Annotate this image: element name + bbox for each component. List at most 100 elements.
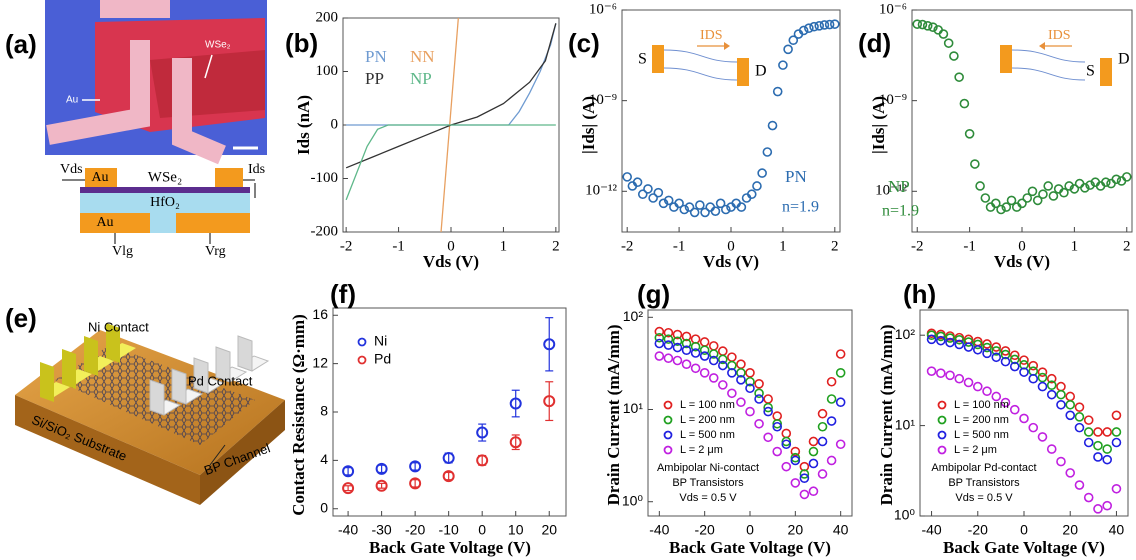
legend-label: L = 500 nm: [680, 429, 735, 441]
point: [1009, 361, 1020, 372]
inset-label: S: [1086, 63, 1095, 80]
point: [1065, 391, 1076, 402]
point: [1000, 346, 1011, 356]
x-tick-label: -1: [963, 238, 976, 254]
point: [1093, 504, 1103, 514]
point: [817, 469, 828, 479]
point: [982, 342, 992, 353]
legend-label: PP: [365, 69, 384, 88]
point: [972, 344, 983, 355]
error-bar: [377, 482, 386, 489]
point: [684, 202, 695, 212]
point: [763, 402, 773, 413]
point: [690, 348, 701, 358]
point: [817, 408, 828, 419]
point: [799, 489, 810, 500]
x-tick-label: 0: [1020, 522, 1028, 538]
point: [672, 342, 683, 353]
point: [708, 355, 719, 366]
point: [945, 337, 955, 348]
x-tick-label: 0: [447, 238, 455, 254]
legend-label: NP: [410, 69, 432, 88]
point: [964, 128, 975, 139]
point: [700, 207, 710, 218]
pointer: [209, 444, 226, 466]
legend-marker: [663, 400, 673, 410]
point: [1009, 404, 1020, 415]
x-tick-label: 1: [779, 238, 787, 254]
point: [717, 354, 728, 365]
point: [1056, 389, 1066, 400]
point: [804, 23, 814, 33]
point: [509, 397, 522, 410]
point: [622, 172, 632, 182]
error-bar: [545, 317, 554, 372]
x-axis-label: Back Gate Voltage (V): [369, 538, 531, 557]
au-top-left: [85, 168, 117, 188]
point: [1065, 410, 1076, 421]
point: [808, 458, 819, 469]
y-tick-label: 10²: [623, 308, 644, 324]
x-tick-label: -20: [405, 522, 425, 538]
x-tick-label: 2: [831, 238, 839, 254]
point: [1000, 349, 1011, 360]
photo-electrode: [172, 58, 226, 165]
x-tick-label: 0: [478, 522, 486, 538]
point: [1102, 500, 1112, 511]
x-tick-label: -2: [911, 238, 924, 254]
y-tick-label: 16: [312, 306, 328, 322]
point: [672, 355, 683, 366]
point: [710, 206, 721, 216]
point: [663, 327, 674, 338]
x-tick-label: 20: [788, 522, 804, 538]
point: [1121, 172, 1132, 182]
point: [1074, 412, 1085, 422]
series-group: [912, 19, 1132, 215]
point: [1064, 181, 1074, 191]
point: [1017, 198, 1027, 209]
point: [1111, 437, 1122, 448]
point: [699, 345, 710, 355]
point: [658, 198, 669, 209]
point: [835, 397, 846, 408]
point: [763, 406, 773, 417]
point: [767, 120, 778, 131]
plot-frame: [332, 307, 567, 517]
point: [954, 339, 965, 350]
schematic-label: Ids: [248, 162, 265, 177]
point: [763, 394, 773, 404]
point: [708, 349, 719, 359]
x-tick-label: 40: [1109, 522, 1125, 538]
point: [830, 19, 840, 29]
y-tick-label: 10⁻¹²: [585, 183, 617, 199]
x-tick-label: -20: [695, 522, 715, 538]
point: [708, 373, 719, 383]
hfo2-gap: [150, 213, 176, 233]
inset-label: IDS: [700, 28, 723, 43]
point: [1022, 193, 1033, 203]
x-tick-label: -10: [439, 522, 459, 538]
point: [1037, 381, 1048, 392]
x-axis-label: Back Gate Voltage (V): [943, 538, 1105, 557]
note: Vds = 0.5 V: [955, 492, 1013, 504]
panel-label: (c): [568, 28, 600, 58]
point: [781, 439, 792, 450]
point: [409, 477, 422, 490]
legend-marker: [937, 400, 947, 410]
point: [798, 25, 809, 36]
y-tick-label: 10⁻⁹: [589, 92, 617, 108]
au-bottom-right: [176, 213, 250, 233]
series-group: [654, 326, 846, 500]
point: [699, 337, 710, 347]
point: [991, 198, 1001, 209]
point: [674, 198, 684, 209]
point: [763, 432, 773, 443]
point: [1037, 367, 1048, 377]
note: Vds = 0.5 V: [679, 492, 737, 504]
substrate-side: [15, 395, 200, 505]
point: [945, 333, 955, 343]
point: [778, 60, 788, 70]
point: [982, 386, 992, 397]
y-tick-label: 10⁻⁶: [589, 1, 617, 17]
point: [727, 368, 737, 378]
